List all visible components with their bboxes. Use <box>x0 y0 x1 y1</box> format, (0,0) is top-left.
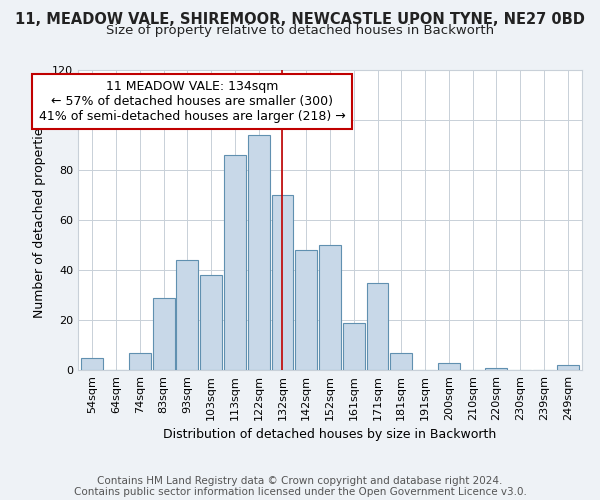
Bar <box>319 245 341 370</box>
Bar <box>224 155 246 370</box>
Bar <box>200 275 222 370</box>
Bar <box>557 365 578 370</box>
Bar <box>248 135 269 370</box>
Bar <box>176 260 198 370</box>
Bar <box>391 352 412 370</box>
Bar <box>129 352 151 370</box>
Bar <box>367 282 388 370</box>
Bar <box>485 368 508 370</box>
Text: Size of property relative to detached houses in Backworth: Size of property relative to detached ho… <box>106 24 494 37</box>
Bar <box>343 322 365 370</box>
Y-axis label: Number of detached properties: Number of detached properties <box>34 122 46 318</box>
Bar <box>295 250 317 370</box>
Text: 11 MEADOW VALE: 134sqm
← 57% of detached houses are smaller (300)
41% of semi-de: 11 MEADOW VALE: 134sqm ← 57% of detached… <box>39 80 346 123</box>
Bar <box>82 358 103 370</box>
Text: Contains HM Land Registry data © Crown copyright and database right 2024.: Contains HM Land Registry data © Crown c… <box>97 476 503 486</box>
Bar <box>438 362 460 370</box>
Text: 11, MEADOW VALE, SHIREMOOR, NEWCASTLE UPON TYNE, NE27 0BD: 11, MEADOW VALE, SHIREMOOR, NEWCASTLE UP… <box>15 12 585 28</box>
Text: Contains public sector information licensed under the Open Government Licence v3: Contains public sector information licen… <box>74 487 526 497</box>
Bar <box>272 195 293 370</box>
Bar <box>152 298 175 370</box>
X-axis label: Distribution of detached houses by size in Backworth: Distribution of detached houses by size … <box>163 428 497 442</box>
